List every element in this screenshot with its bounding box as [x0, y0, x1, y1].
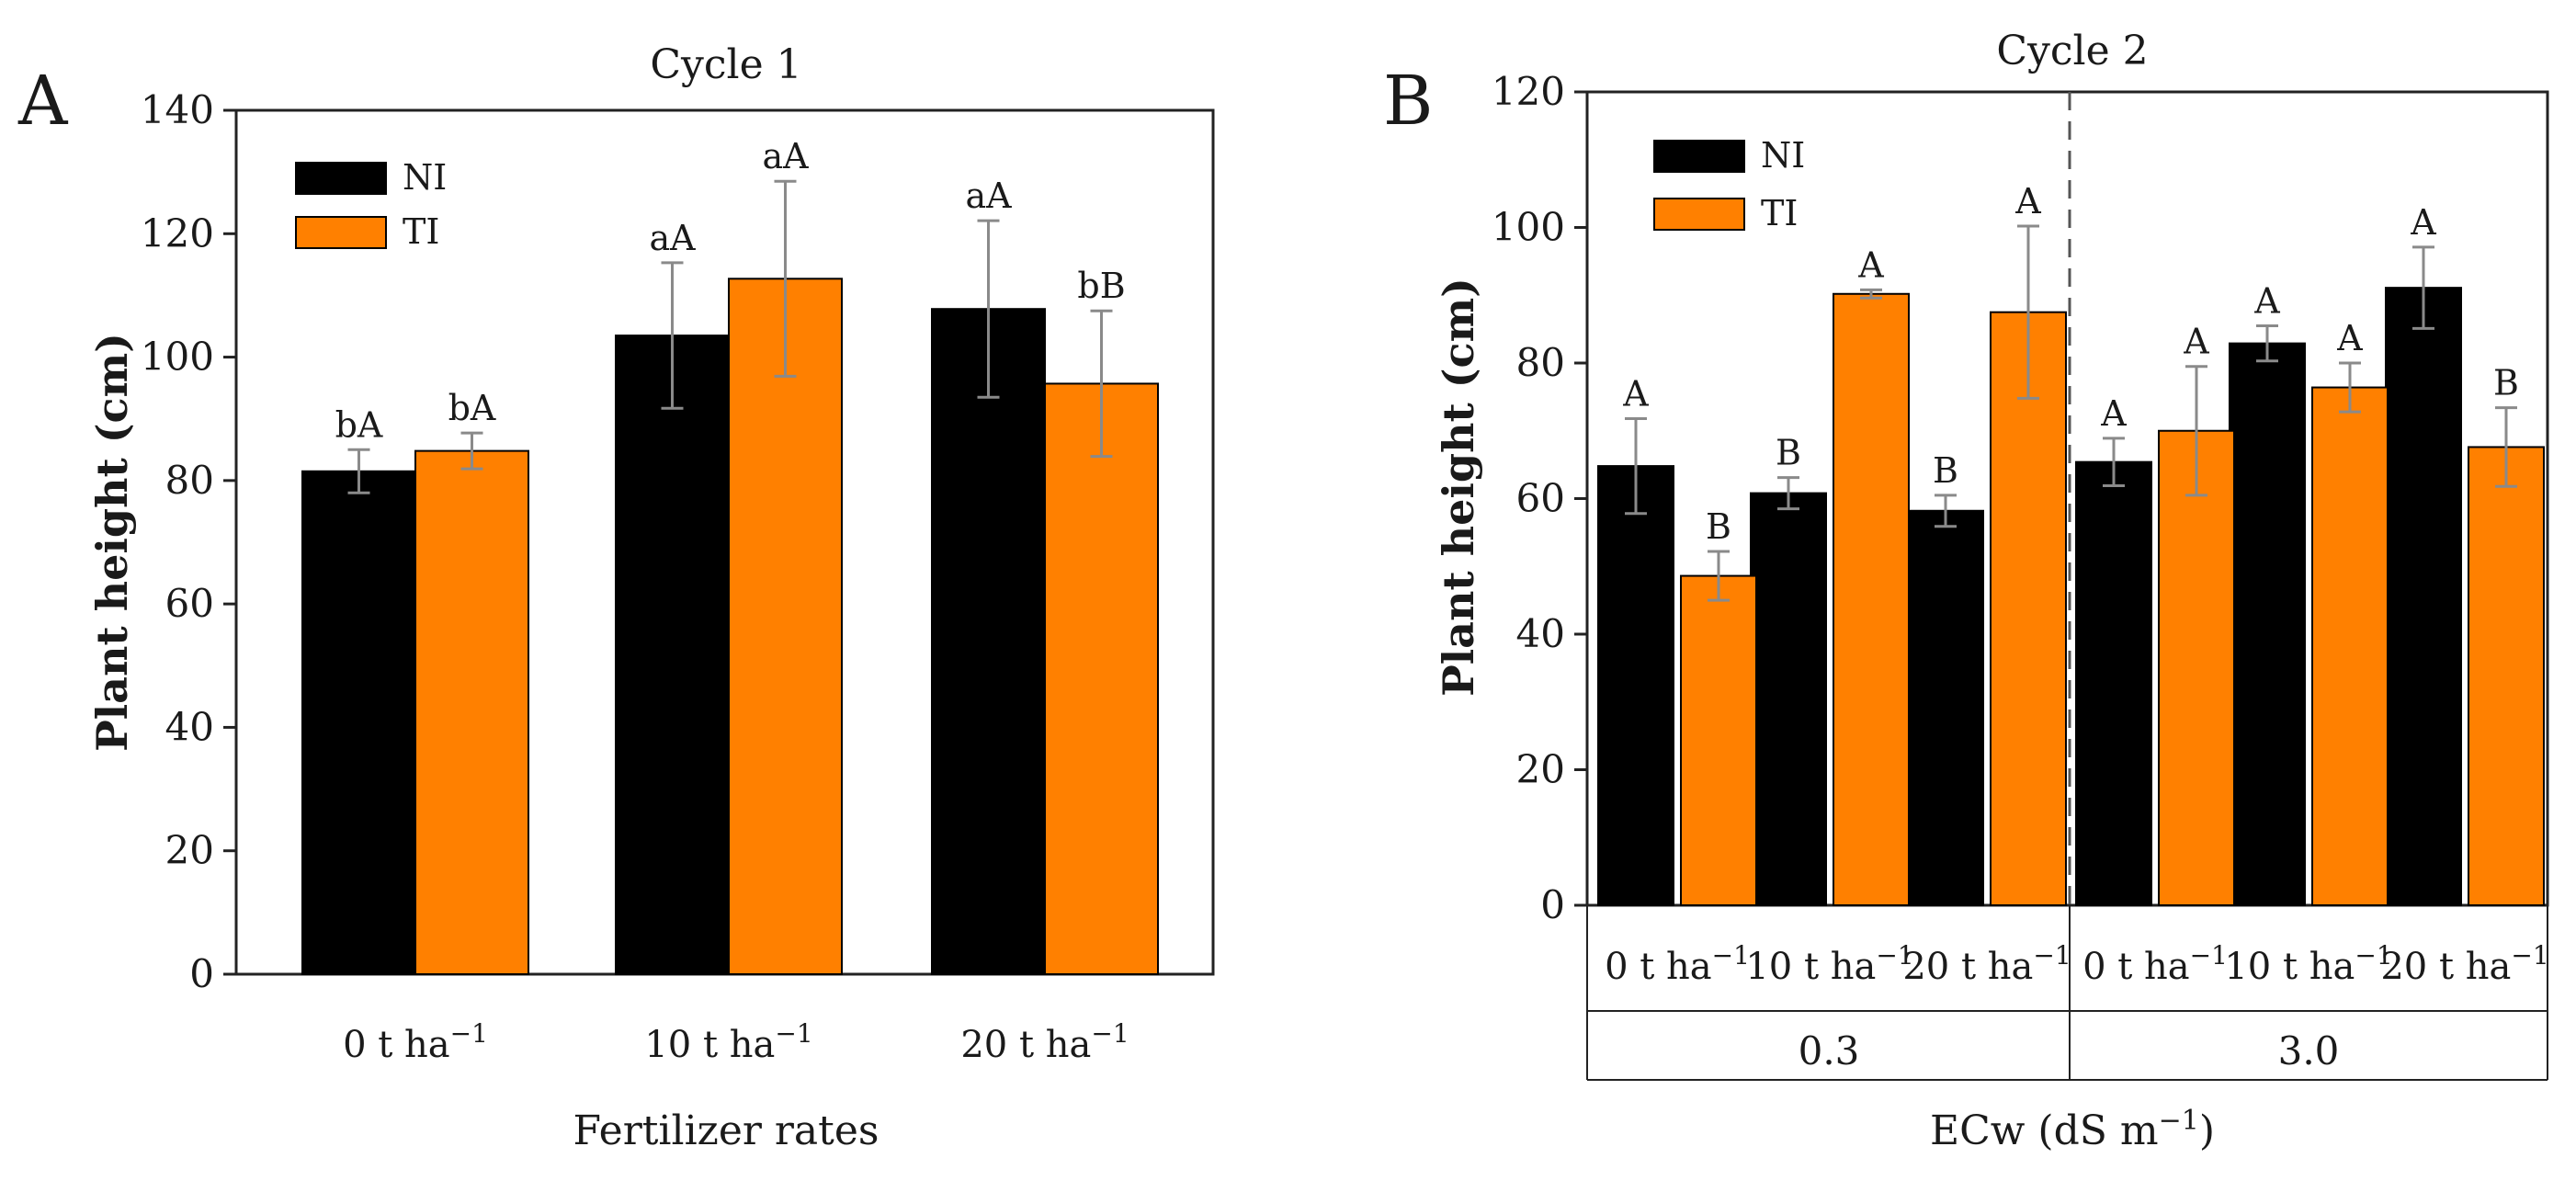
significance-label: A [2183, 322, 2209, 362]
y-tick-label: 120 [141, 210, 214, 255]
x-category-label: 10 t ha−1 [1745, 940, 1913, 988]
bar-ti [1833, 292, 1910, 906]
panel-b-title: Cycle 2 [1996, 28, 2148, 74]
x-category-label: 20 t ha−1 [1902, 940, 2071, 988]
significance-label: A [2100, 393, 2127, 434]
panel-a: A Cycle 1 Plant height (cm) Fertilizer r… [17, 41, 1215, 1154]
panel-b-bars: A B B A A A B A A A A B [1597, 181, 2545, 907]
significance-label: bB [1077, 266, 1125, 306]
panel-a-y-ticks: 0 20 40 60 80 100 120 140 [141, 87, 236, 996]
bar-ti [728, 278, 843, 975]
panel-b-x-axis-label: ECw (dS m−1) [1930, 1105, 2215, 1154]
legend-swatch-ni [1653, 140, 1745, 173]
panel-a-letter: A [17, 62, 69, 141]
legend-swatch-ti [295, 216, 387, 249]
panel-b-y-axis-label: Plant height (cm) [1434, 278, 1483, 697]
significance-label: B [1776, 433, 1801, 473]
significance-label: bA [448, 388, 496, 428]
bar-ti [1044, 382, 1159, 975]
panel-b-letter: B [1383, 62, 1433, 141]
bar-ti [1990, 311, 2067, 906]
y-tick-label: 60 [1516, 476, 1565, 521]
significance-label: A [2014, 181, 2041, 221]
panel-b-y-ticks: 0 20 40 60 80 100 120 [1492, 69, 1587, 927]
significance-label: aA [649, 218, 696, 258]
significance-label: A [2253, 280, 2280, 321]
y-tick-label: 40 [1516, 611, 1565, 656]
panel-a-legend: NI TI [295, 157, 447, 252]
y-tick-label: 20 [165, 828, 214, 873]
significance-label: B [1933, 450, 1958, 491]
group-label-0-3: 0.3 [1799, 1028, 1860, 1073]
bar-ni [1750, 492, 1827, 906]
legend-label-ni: NI [1761, 135, 1805, 176]
bar-ni [2385, 287, 2462, 906]
panel-a-title: Cycle 1 [650, 41, 801, 88]
legend-label-ti: TI [403, 211, 439, 252]
legend-swatch-ni [295, 162, 387, 195]
y-tick-label: 80 [165, 458, 214, 503]
bar-ti [2468, 446, 2545, 906]
y-tick-label: 40 [165, 704, 214, 749]
bar-ni [301, 470, 416, 975]
y-tick-label: 20 [1516, 747, 1565, 792]
significance-label: bA [335, 404, 383, 445]
significance-label: A [1857, 244, 1884, 285]
bar-ni [615, 335, 730, 976]
y-tick-label: 0 [189, 951, 214, 996]
significance-label: B [2493, 363, 2519, 403]
legend-label-ni: NI [403, 157, 447, 198]
x-category-label: 10 t ha−1 [644, 1018, 812, 1066]
y-tick-label: 80 [1516, 340, 1565, 385]
panel-a-bars: bA aA aA bA aA bB [301, 136, 1159, 976]
x-category-label: 10 t ha−1 [2224, 940, 2392, 988]
panel-b-legend: NI TI [1653, 135, 1805, 233]
y-tick-label: 100 [141, 335, 214, 380]
x-category-label: 0 t ha−1 [1605, 940, 1750, 988]
x-category-label: 20 t ha−1 [960, 1018, 1129, 1066]
x-category-label: 0 t ha−1 [2082, 940, 2228, 988]
x-category-label: 20 t ha−1 [2380, 940, 2548, 988]
significance-label: A [2410, 202, 2436, 243]
y-tick-label: 100 [1492, 205, 1565, 250]
panel-b-group-brackets: 0.3 3.0 [1586, 905, 2548, 1081]
panel-a-y-axis-label: Plant height (cm) [87, 333, 137, 752]
y-tick-label: 140 [141, 87, 214, 132]
bar-ni [1907, 509, 1984, 907]
y-tick-label: 60 [165, 581, 214, 626]
bar-ti [2311, 386, 2389, 906]
significance-label: A [2336, 318, 2363, 358]
panel-a-x-categories: 0 t ha−1 10 t ha−1 20 t ha−1 [343, 1018, 1129, 1066]
group-label-3-0: 3.0 [2278, 1028, 2340, 1073]
bar-ni [2229, 342, 2306, 906]
legend-swatch-ti [1653, 198, 1745, 231]
panel-b: B Cycle 2 Plant height (cm) ECw (dS m−1)… [1383, 28, 2549, 1154]
legend-label-ti: TI [1761, 193, 1798, 233]
bar-ti [414, 449, 529, 975]
significance-label: aA [762, 136, 809, 176]
y-tick-label: 120 [1492, 69, 1565, 114]
bar-ni [1597, 465, 1674, 906]
y-tick-label: 0 [1540, 882, 1565, 927]
bar-ti [2158, 429, 2235, 906]
bar-ni [2075, 460, 2152, 906]
significance-label: aA [965, 176, 1012, 216]
significance-label: A [1622, 373, 1649, 414]
x-category-label: 0 t ha−1 [343, 1018, 488, 1066]
panel-b-x-categories: 0 t ha−110 t ha−120 t ha−1 0 t ha−110 t h… [1605, 940, 2549, 988]
bar-ni [931, 308, 1046, 975]
bar-ti [1680, 574, 1757, 906]
significance-label: B [1706, 506, 1731, 547]
panel-a-x-axis-label: Fertilizer rates [573, 1107, 879, 1154]
